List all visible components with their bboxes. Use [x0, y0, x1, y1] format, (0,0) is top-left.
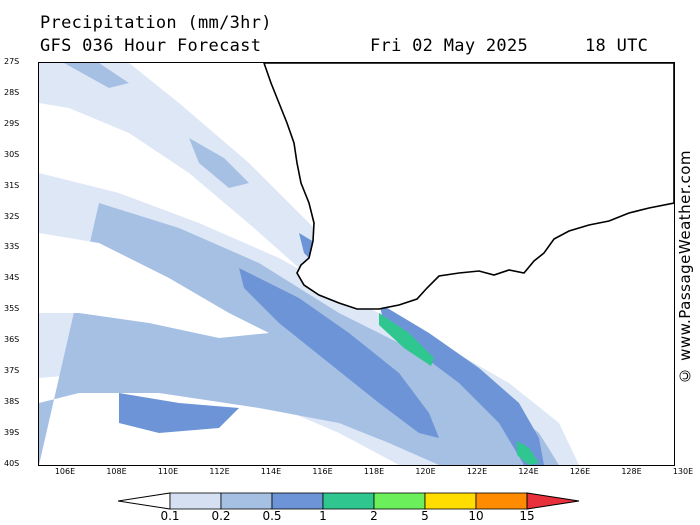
legend-label: 0.5 — [262, 509, 282, 523]
map-canvas — [39, 63, 674, 465]
rain-band-light-north — [39, 63, 349, 288]
lat-label: 36S — [4, 335, 20, 345]
lat-label: 33S — [4, 242, 20, 252]
rain-core-intense — [379, 313, 434, 366]
legend-swatch — [424, 492, 477, 510]
legend-label: 1 — [319, 509, 327, 523]
precipitation-map[interactable] — [38, 62, 675, 466]
legend-swatch — [322, 492, 375, 510]
lat-label: 32S — [4, 211, 20, 221]
lon-label: 126E — [569, 467, 591, 476]
legend-swatch — [271, 492, 324, 510]
legend-arrow-low — [118, 492, 171, 510]
lon-label: 108E — [106, 467, 127, 476]
rain-band-moderate-north2 — [189, 138, 249, 188]
legend-label: 5 — [421, 509, 429, 523]
legend-label: 0.1 — [160, 509, 180, 523]
legend-swatch — [220, 492, 273, 510]
dry-gap-1 — [39, 233, 269, 338]
legend-swatch — [373, 492, 426, 510]
forecast-date: Fri 02 May 2025 — [370, 36, 529, 56]
lat-label: 34S — [4, 273, 20, 283]
lon-label: 120E — [415, 467, 436, 476]
legend-label: 15 — [519, 509, 535, 523]
rain-core-intense-2 — [517, 441, 539, 465]
lat-label: 29S — [4, 118, 20, 128]
lon-label: 110E — [157, 467, 179, 476]
rain-front-heavy-3 — [119, 393, 239, 433]
lat-label: 40S — [4, 458, 20, 468]
lon-label: 128E — [621, 467, 642, 476]
rain-front-heavy-2 — [379, 303, 544, 465]
lon-label: 112E — [209, 467, 230, 476]
lon-label: 116E — [312, 467, 333, 476]
lon-label: 130E — [672, 467, 694, 476]
lat-label: 27S — [4, 57, 20, 66]
legend-swatch — [475, 492, 528, 510]
lat-label: 28S — [4, 87, 20, 97]
lon-label: 114E — [260, 467, 282, 476]
lon-label: 124E — [518, 467, 539, 476]
map-title: Precipitation (mm/3hr) — [40, 13, 272, 33]
lon-label: 122E — [466, 467, 488, 476]
forecast-subtitle: GFS 036 Hour Forecast — [40, 36, 262, 56]
legend-label: 2 — [370, 509, 378, 523]
legend-label: 10 — [468, 509, 484, 523]
lat-label: 35S — [4, 304, 20, 314]
lat-label: 37S — [4, 366, 20, 375]
lat-label: 38S — [4, 396, 20, 406]
australia-coastline — [263, 63, 674, 310]
credit-text: © www.PassageWeather.com — [676, 150, 694, 385]
lat-label: 30S — [4, 149, 20, 159]
lat-label: 39S — [4, 427, 20, 437]
rain-band-moderate-north — [64, 63, 129, 88]
precipitation-legend — [118, 492, 580, 510]
lat-label: 31S — [4, 180, 20, 190]
legend-label: 0.2 — [211, 509, 231, 523]
rain-front-heavy — [239, 268, 439, 438]
lon-label: 106E — [54, 467, 76, 476]
lon-label: 118E — [363, 467, 385, 476]
forecast-time: 18 UTC — [585, 36, 649, 56]
legend-arrow-high — [526, 492, 580, 510]
legend-swatch — [169, 492, 222, 510]
